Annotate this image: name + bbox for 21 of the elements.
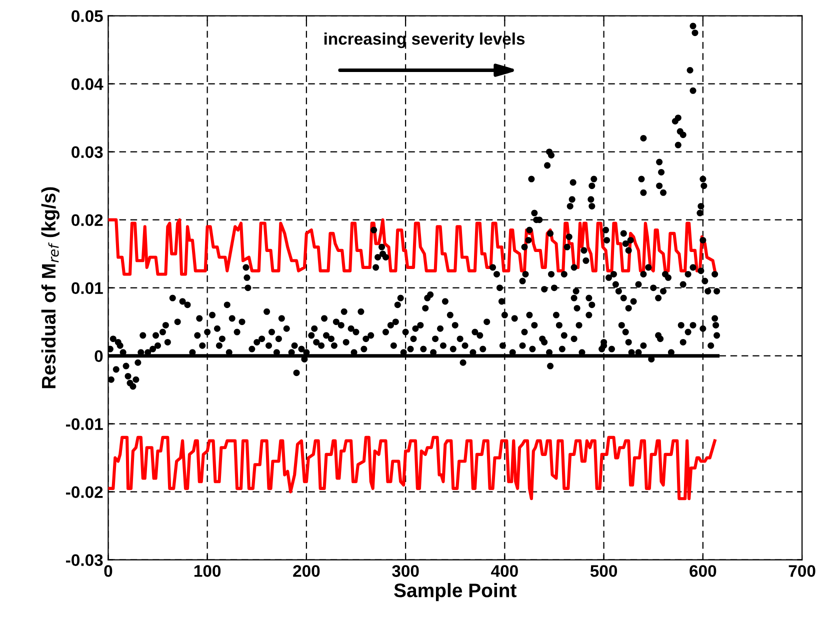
- y-axis-title: Residual of M$_{ref}$ (kg/s): [41, 187, 60, 388]
- x-tick-label: 200: [293, 565, 320, 577]
- x-tick-label: 500: [590, 565, 618, 577]
- y-tick-label: -0.02: [66, 486, 103, 498]
- x-tick-label: 100: [194, 565, 221, 577]
- y-tick-label: -0.01: [66, 418, 103, 430]
- x-tick-label: 0: [104, 565, 112, 577]
- y-tick-label: 0: [94, 350, 103, 362]
- annotation: increasing severity levels: [324, 32, 525, 48]
- x-tick-label: 600: [690, 565, 716, 577]
- y-tick-label: 0.04: [72, 78, 104, 90]
- y-tick-label: -0.03: [66, 554, 103, 566]
- x-tick-label: 400: [491, 565, 518, 577]
- x-axis-title: Sample Point: [394, 582, 516, 602]
- y-tick-label: 0.03: [72, 146, 103, 158]
- y-tick-label: 0.05: [72, 10, 103, 22]
- x-tick-label: 300: [392, 565, 419, 577]
- y-tick-label: 0.01: [72, 282, 103, 294]
- x-tick-label: 700: [788, 565, 816, 577]
- line-series: [108, 436, 716, 500]
- y-tick-label: 0.02: [72, 214, 103, 226]
